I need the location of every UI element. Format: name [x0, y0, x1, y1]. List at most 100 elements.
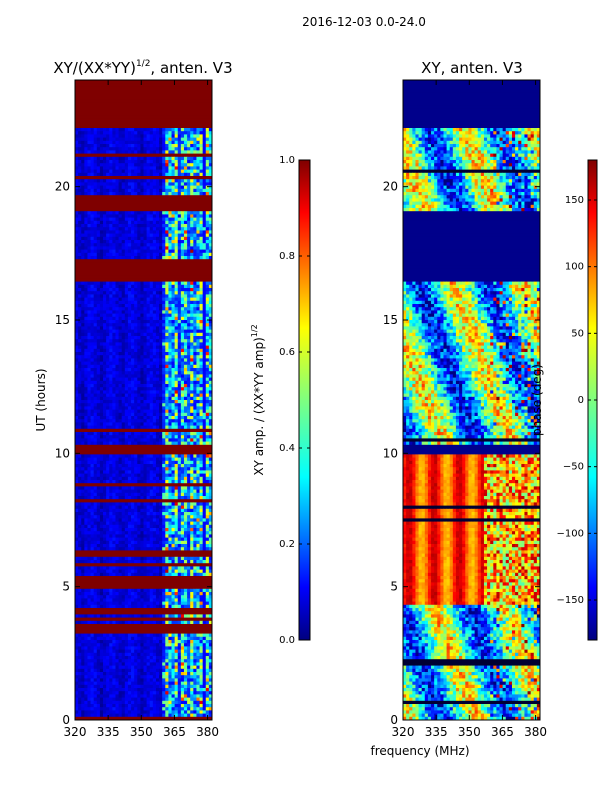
amplitude-flagged-row	[75, 83, 212, 87]
amplitude-cell	[124, 502, 129, 506]
amplitude-cell	[90, 396, 95, 401]
amplitude-cell	[75, 358, 79, 362]
amplitude-cell	[112, 144, 116, 148]
amplitude-cell	[115, 211, 119, 215]
amplitude-cell	[99, 323, 104, 327]
amplitude-cell	[87, 403, 91, 407]
amplitude-cell	[187, 137, 191, 142]
amplitude-cell	[140, 540, 144, 545]
amplitude-cell	[208, 329, 213, 334]
amplitude-cell	[137, 182, 141, 186]
amplitude-cell	[81, 416, 85, 420]
amplitude-cell	[81, 406, 85, 410]
amplitude-cell	[140, 147, 144, 151]
amplitude-cell	[155, 486, 160, 490]
amplitude-cell	[146, 329, 151, 334]
amplitude-cell	[124, 438, 129, 442]
amplitude-cell	[177, 400, 182, 404]
amplitude-cell	[84, 307, 88, 311]
amplitude-cell	[183, 524, 188, 529]
amplitude-cell	[109, 355, 113, 359]
amplitude-cell	[75, 508, 79, 513]
amplitude-cell	[81, 528, 85, 532]
amplitude-cell	[99, 384, 104, 388]
amplitude-cell	[168, 211, 172, 215]
amplitude-cell	[121, 163, 126, 167]
amplitude-cell	[121, 137, 126, 142]
amplitude-cell	[96, 556, 101, 561]
amplitude-cell	[196, 172, 200, 177]
amplitude-cell	[180, 230, 185, 234]
amplitude-cell	[162, 160, 166, 164]
amplitude-cell	[180, 188, 185, 193]
amplitude-cell	[193, 252, 197, 257]
amplitude-cell	[171, 508, 176, 513]
amplitude-cell	[168, 323, 172, 327]
amplitude-cell	[159, 419, 163, 423]
amplitude-cell	[90, 147, 95, 151]
amplitude-cell	[162, 137, 166, 142]
amplitude-cell	[131, 396, 135, 401]
amplitude-cell	[75, 332, 79, 337]
amplitude-cell	[106, 374, 110, 378]
amplitude-cell	[155, 387, 160, 391]
amplitude-cell	[127, 524, 132, 529]
amplitude-cell	[183, 416, 188, 420]
amplitude-cell	[127, 368, 132, 372]
amplitude-cell	[78, 534, 82, 538]
amplitude-cell	[183, 137, 188, 142]
amplitude-cell	[93, 390, 98, 394]
amplitude-cell	[115, 441, 119, 446]
amplitude-cell	[159, 364, 163, 369]
amplitude-cell	[205, 134, 210, 138]
amplitude-cell	[118, 534, 123, 538]
amplitude-cell	[143, 419, 148, 423]
amplitude-cell	[127, 544, 132, 548]
amplitude-cell	[205, 227, 210, 231]
amplitude-cell	[205, 217, 210, 222]
amplitude-cell	[131, 435, 135, 439]
amplitude-cell	[124, 368, 129, 372]
amplitude-cell	[112, 240, 116, 244]
amplitude-cell	[93, 304, 98, 308]
amplitude-cell	[134, 281, 138, 286]
amplitude-cell	[159, 355, 163, 359]
amplitude-cell	[155, 454, 160, 458]
amplitude-cell	[199, 364, 204, 369]
amplitude-cell	[202, 185, 207, 190]
amplitude-cell	[183, 131, 188, 135]
amplitude-cell	[127, 547, 132, 551]
amplitude-cell	[109, 256, 113, 260]
amplitude-cell	[118, 217, 123, 222]
amplitude-cell	[162, 486, 166, 490]
amplitude-cell	[174, 454, 179, 458]
amplitude-cell	[168, 192, 172, 196]
amplitude-cell	[106, 393, 110, 398]
amplitude-cell	[99, 256, 104, 260]
amplitude-cell	[199, 192, 204, 196]
amplitude-cell	[87, 457, 91, 462]
amplitude-cell	[118, 412, 123, 417]
amplitude-cell	[180, 416, 185, 420]
amplitude-cell	[159, 537, 163, 542]
amplitude-cell	[112, 179, 116, 183]
amplitude-cell	[177, 454, 182, 458]
amplitude-cell	[99, 377, 104, 382]
amplitude-cell	[155, 464, 160, 468]
amplitude-cell	[81, 160, 85, 164]
amplitude-cell	[78, 224, 82, 228]
amplitude-cell	[127, 364, 132, 369]
amplitude-cell	[118, 544, 123, 548]
amplitude-cell	[171, 246, 176, 250]
amplitude-cell	[171, 374, 176, 378]
amplitude-cell	[131, 473, 135, 478]
amplitude-cell	[134, 291, 138, 295]
amplitude-cell	[174, 496, 179, 500]
amplitude-cell	[208, 489, 213, 494]
amplitude-cell	[84, 329, 88, 334]
amplitude-cell	[165, 422, 169, 426]
amplitude-cell	[87, 422, 91, 426]
amplitude-cell	[183, 505, 188, 510]
amplitude-cell	[155, 409, 160, 414]
amplitude-cell	[99, 409, 104, 414]
